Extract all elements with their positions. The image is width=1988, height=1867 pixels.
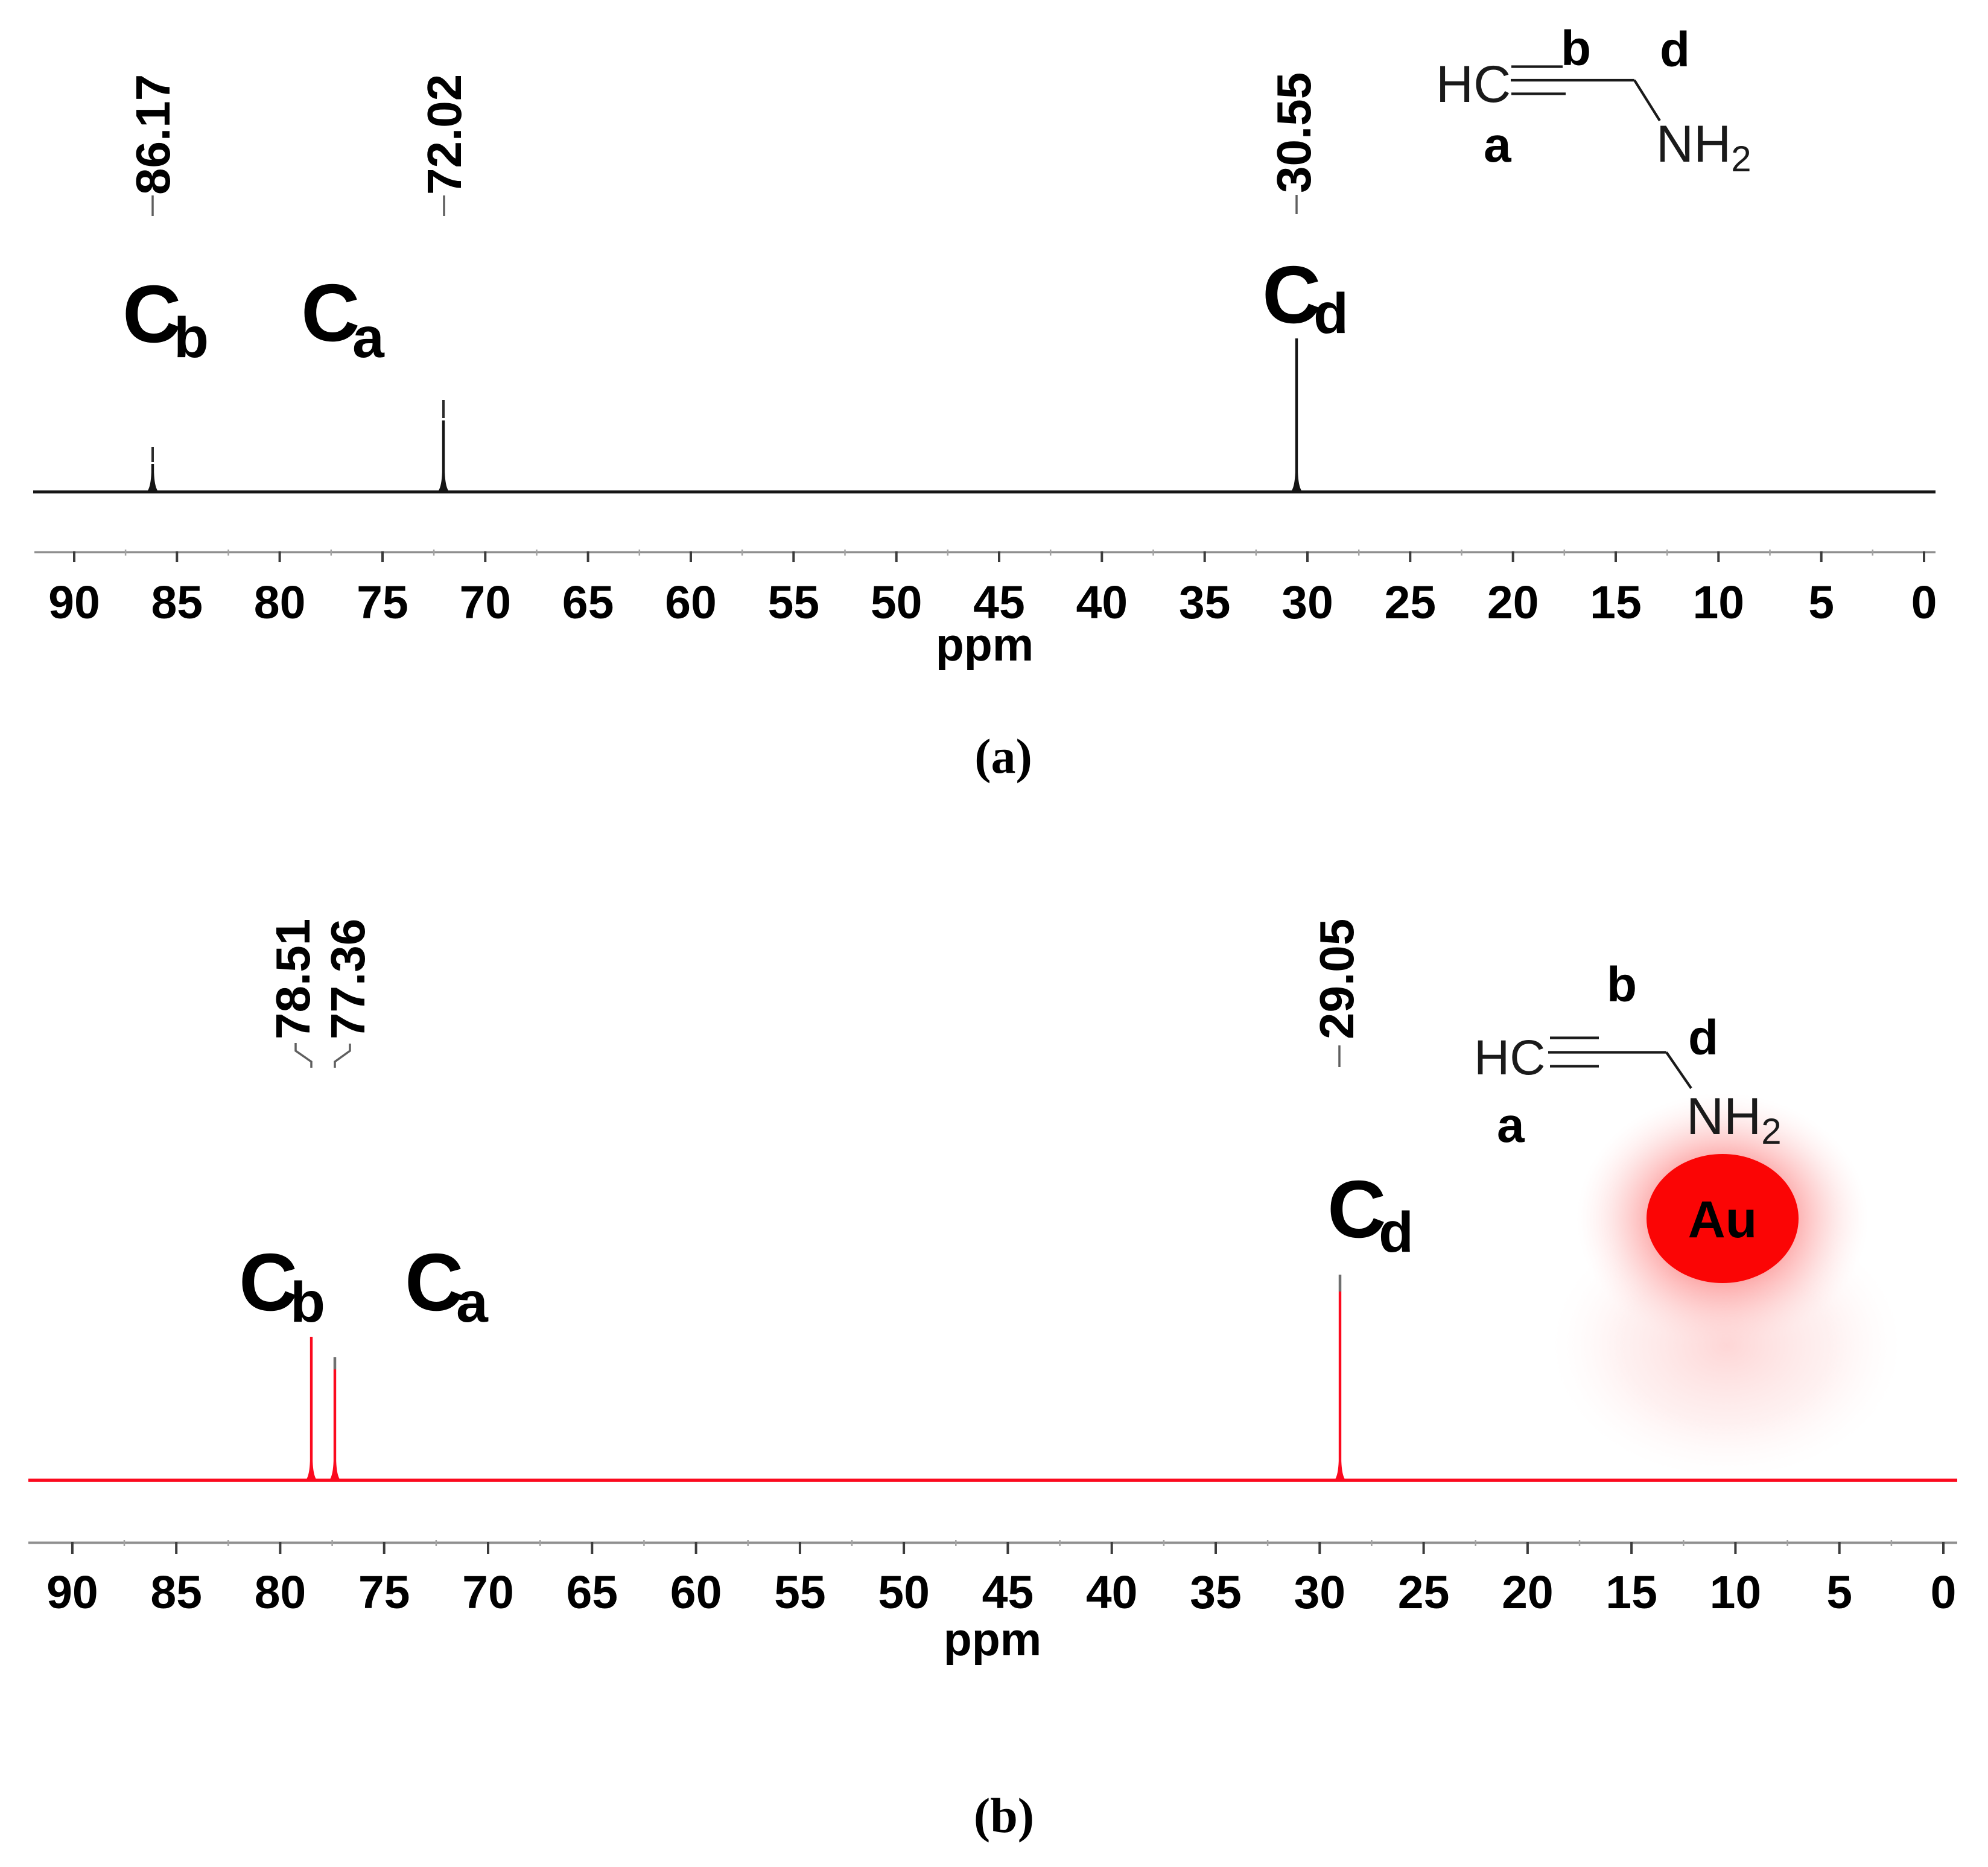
svg-text:40: 40 [1076, 577, 1128, 629]
svg-text:d: d [1313, 282, 1348, 346]
svg-text:20: 20 [1502, 1567, 1554, 1618]
svg-text:5: 5 [1808, 577, 1834, 629]
svg-text:85: 85 [150, 1567, 202, 1618]
svg-text:30: 30 [1294, 1567, 1345, 1618]
svg-text:60: 60 [665, 577, 717, 629]
svg-text:b: b [1561, 21, 1591, 76]
svg-text:(b): (b) [974, 1788, 1034, 1843]
svg-text:b: b [290, 1270, 325, 1334]
svg-text:70: 70 [462, 1567, 514, 1618]
svg-text:a: a [1497, 1098, 1525, 1153]
svg-text:15: 15 [1590, 577, 1642, 629]
svg-text:a: a [456, 1270, 489, 1334]
svg-text:78.51: 78.51 [266, 919, 320, 1039]
svg-text:d: d [1379, 1200, 1414, 1264]
svg-text:70: 70 [459, 577, 511, 629]
svg-text:C: C [301, 267, 360, 358]
svg-text:55: 55 [774, 1567, 826, 1618]
svg-text:HC: HC [1474, 1030, 1545, 1085]
svg-text:80: 80 [255, 1567, 306, 1618]
svg-text:35: 35 [1179, 577, 1231, 629]
svg-text:C: C [1327, 1164, 1386, 1255]
svg-text:40: 40 [1086, 1567, 1138, 1618]
svg-text:50: 50 [878, 1567, 930, 1618]
svg-text:90: 90 [46, 1567, 98, 1618]
svg-text:b: b [1607, 957, 1637, 1012]
svg-text:ppm: ppm [936, 619, 1034, 671]
svg-text:85: 85 [151, 577, 203, 629]
svg-text:20: 20 [1487, 577, 1539, 629]
svg-text:45: 45 [973, 577, 1025, 629]
svg-text:65: 65 [566, 1567, 618, 1618]
svg-text:ppm: ppm [944, 1614, 1042, 1666]
svg-text:d: d [1660, 22, 1690, 77]
svg-text:0: 0 [1911, 577, 1937, 629]
svg-text:C: C [239, 1237, 298, 1328]
svg-text:80: 80 [254, 577, 306, 629]
svg-text:5: 5 [1826, 1567, 1852, 1618]
svg-text:77.36: 77.36 [321, 919, 375, 1039]
svg-text:25: 25 [1384, 577, 1436, 629]
svg-text:d: d [1688, 1010, 1718, 1065]
svg-text:C: C [405, 1237, 464, 1328]
svg-text:b: b [174, 306, 209, 370]
svg-text:C: C [1262, 249, 1321, 340]
svg-text:0: 0 [1931, 1567, 1957, 1618]
svg-text:75: 75 [357, 577, 408, 629]
svg-text:90: 90 [48, 577, 100, 629]
svg-text:45: 45 [982, 1567, 1034, 1618]
svg-text:a: a [1484, 118, 1512, 173]
svg-text:C: C [122, 268, 182, 360]
svg-text:(a): (a) [974, 729, 1032, 784]
svg-text:55: 55 [767, 577, 819, 629]
svg-text:72.02: 72.02 [418, 74, 471, 195]
svg-text:25: 25 [1398, 1567, 1450, 1618]
svg-text:29.05: 29.05 [1310, 919, 1364, 1039]
svg-text:35: 35 [1190, 1567, 1242, 1618]
svg-text:10: 10 [1692, 577, 1744, 629]
svg-text:Au: Au [1688, 1191, 1758, 1249]
svg-text:60: 60 [670, 1567, 722, 1618]
svg-text:15: 15 [1605, 1567, 1657, 1618]
svg-text:30.55: 30.55 [1267, 72, 1321, 193]
svg-text:a: a [352, 306, 385, 370]
svg-text:30: 30 [1281, 577, 1333, 629]
svg-text:86.17: 86.17 [126, 74, 180, 195]
svg-text:HC: HC [1436, 55, 1511, 113]
svg-text:75: 75 [358, 1567, 410, 1618]
svg-text:50: 50 [871, 577, 923, 629]
svg-text:10: 10 [1710, 1567, 1762, 1618]
svg-text:65: 65 [562, 577, 614, 629]
